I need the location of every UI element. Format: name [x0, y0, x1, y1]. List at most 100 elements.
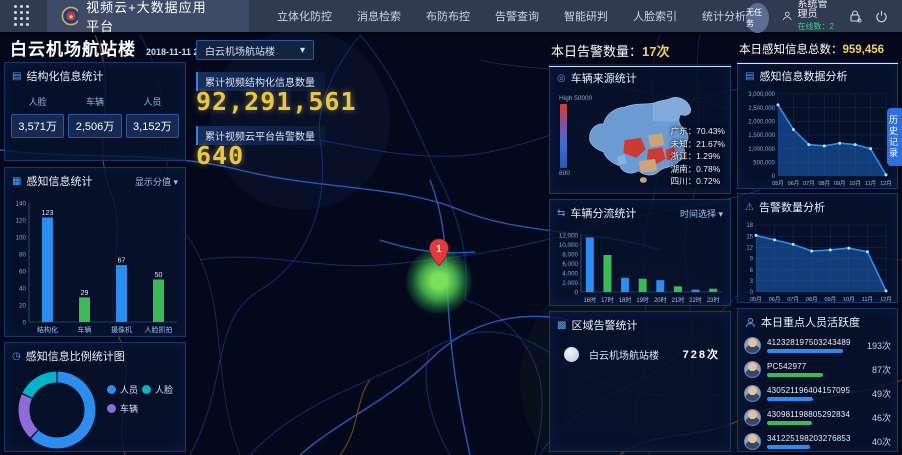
svg-text:人脸抓拍: 人脸抓拍	[145, 325, 173, 334]
time-select-dropdown[interactable]: 时间选择 ▾	[679, 208, 723, 219]
bar-chart-icon: ▤	[745, 70, 755, 82]
svg-text:0: 0	[22, 319, 26, 326]
svg-text:10月: 10月	[849, 180, 861, 187]
panel-title: 区域告警统计	[571, 320, 638, 332]
person-id: 412328197503243489	[767, 337, 851, 347]
svg-text:16时: 16时	[583, 296, 596, 304]
nav-item-deploy-control[interactable]: 布防布控	[425, 11, 470, 23]
legend-dot-person	[107, 385, 116, 394]
key-person-row[interactable]: PC542977 87次	[738, 357, 897, 381]
user-icon	[782, 11, 792, 21]
panel-title: 感知信息数据分析	[759, 71, 848, 83]
pin-count-label: 1	[436, 244, 442, 255]
svg-text:6,000: 6,000	[562, 261, 578, 268]
capture-count: 87次	[871, 364, 891, 375]
page-title-row: 白云机场航站楼 2018-11-11 22:06:57	[10, 35, 230, 60]
main-nav: 立体化防控 消息检索 布防布控 告警查询 智能研判 人脸索引 统计分析	[277, 8, 746, 24]
apps-grid-icon[interactable]	[14, 4, 31, 28]
region-alarm-count: 728次	[682, 349, 720, 361]
svg-text:4,000: 4,000	[562, 270, 578, 277]
nav-item-smart-analysis[interactable]: 智能研判	[563, 11, 608, 23]
avatar	[744, 408, 761, 426]
svg-text:20时: 20时	[654, 296, 667, 304]
structured-stats: 人脸 3,571万 车辆 2,506万 人员 3,152万	[5, 87, 185, 146]
platform-title: 视频云+大数据应用平台	[86, 0, 207, 34]
capture-count: 193次	[866, 340, 891, 351]
grid-chart-icon: ▦	[12, 175, 22, 187]
structured-total-label: 累计视频结构化信息数量	[196, 72, 325, 91]
svg-text:18: 18	[746, 223, 753, 229]
svg-text:11月: 11月	[862, 296, 873, 303]
key-person-panel: 本日重点人员活跃度 412328197503243489 193次 PC5429…	[737, 308, 898, 452]
svg-text:0: 0	[772, 174, 776, 180]
svg-text:120: 120	[15, 217, 26, 224]
key-person-row[interactable]: 341225198203276853 40次	[738, 429, 897, 453]
alarm-total-value: 640	[196, 141, 245, 170]
region-selector-dropdown[interactable]: 白云机场航站楼 ▾	[196, 40, 314, 60]
user-name: 系统管理员	[797, 0, 828, 20]
structured-total-value: 92,291,561	[196, 87, 357, 116]
capture-count: 40次	[871, 436, 891, 447]
svg-text:18时: 18时	[619, 296, 632, 304]
vehicle-flow-panel: ⇆ 车辆分流统计 时间选择 ▾ 0 2,000 4,000 6,000 8,000 10,…	[549, 199, 731, 306]
donut-legend: 人员 人脸 车辆	[107, 383, 173, 415]
svg-text:40: 40	[19, 285, 27, 292]
task-status-badge[interactable]: 无任务	[745, 3, 770, 33]
clock-icon: ◷	[12, 350, 21, 362]
today-info-count: 959,456	[842, 44, 885, 56]
map-marker-pin[interactable]: 1	[428, 238, 450, 273]
avatar	[744, 336, 761, 354]
svg-text:07月: 07月	[803, 180, 815, 187]
nav-item-3d-control[interactable]: 立体化防控	[276, 11, 332, 23]
page-title: 白云机场航站楼	[10, 40, 136, 59]
svg-text:摄像机: 摄像机	[111, 325, 132, 334]
police-badge-logo: ★	[61, 6, 79, 26]
svg-text:500,000: 500,000	[753, 160, 775, 166]
svg-text:100: 100	[15, 234, 26, 241]
power-icon[interactable]	[875, 10, 888, 23]
svg-text:2,000,000: 2,000,000	[748, 119, 775, 125]
region-alarm-row[interactable]: 白云机场航站楼 728次	[550, 336, 730, 362]
activity-bar	[767, 396, 813, 401]
panel-title: 车辆来源统计	[570, 73, 637, 85]
svg-text:123: 123	[42, 210, 54, 217]
key-person-row[interactable]: 412328197503243489 193次	[738, 333, 897, 357]
region-grid-icon: ▩	[557, 319, 567, 331]
nav-item-message-search[interactable]: 消息检索	[356, 11, 401, 23]
user-menu[interactable]: 系统管理员 在线数：2	[782, 0, 835, 32]
legend-dot-vehicle	[107, 404, 116, 413]
nav-item-face-index[interactable]: 人脸索引	[632, 11, 677, 23]
display-mode-dropdown[interactable]: 显示分值 ▾	[134, 176, 178, 187]
person-id: PC542977	[767, 361, 807, 371]
stat-value-person: 3,152万	[125, 114, 179, 138]
vehicle-source-panel: ◎ 车辆来源统计 High 50000 800 广东70.43% 未知21.67…	[549, 64, 731, 194]
structured-info-panel: ▤ 结构化信息统计 人脸 3,571万 车辆 2,506万 人员 3,152万	[4, 62, 186, 161]
svg-text:8,000: 8,000	[562, 251, 578, 258]
lock-settings-icon[interactable]	[848, 9, 862, 23]
history-records-tab[interactable]: 历史记录	[887, 108, 902, 166]
svg-text:12月: 12月	[880, 296, 892, 303]
alarm-total-label: 累计视频云平台告警数量	[196, 126, 325, 145]
svg-text:11月: 11月	[865, 180, 876, 187]
nav-item-alarm-query[interactable]: 告警查询	[494, 11, 539, 23]
svg-text:140: 140	[15, 200, 26, 207]
stat-value-face: 3,571万	[11, 114, 65, 138]
key-person-row[interactable]: 430521196404157095 49次	[738, 381, 897, 405]
activity-bar	[767, 420, 812, 425]
svg-text:12月: 12月	[880, 180, 892, 187]
svg-text:19时: 19时	[636, 296, 649, 304]
person-id: 430981198805292834	[767, 409, 851, 419]
perception-ratio-panel: ◷ 感知信息比例统计图 人员 人脸 车辆	[4, 342, 186, 452]
stat-label-person: 人员	[143, 97, 162, 107]
nav-item-statistics[interactable]: 统计分析	[701, 11, 746, 23]
panel-title: 结构化信息统计	[26, 71, 104, 83]
panel-title: 感知信息比例统计图	[25, 351, 125, 363]
svg-text:12: 12	[746, 245, 753, 251]
stat-label-face: 人脸	[28, 97, 47, 107]
svg-text:10月: 10月	[843, 296, 855, 303]
svg-text:15: 15	[746, 234, 753, 240]
svg-text:0: 0	[750, 290, 754, 296]
timestamp: 2018-11-11 22:06:57	[146, 47, 230, 57]
key-person-row[interactable]: 430981198805292834 46次	[738, 405, 897, 429]
activity-bar	[767, 444, 810, 449]
